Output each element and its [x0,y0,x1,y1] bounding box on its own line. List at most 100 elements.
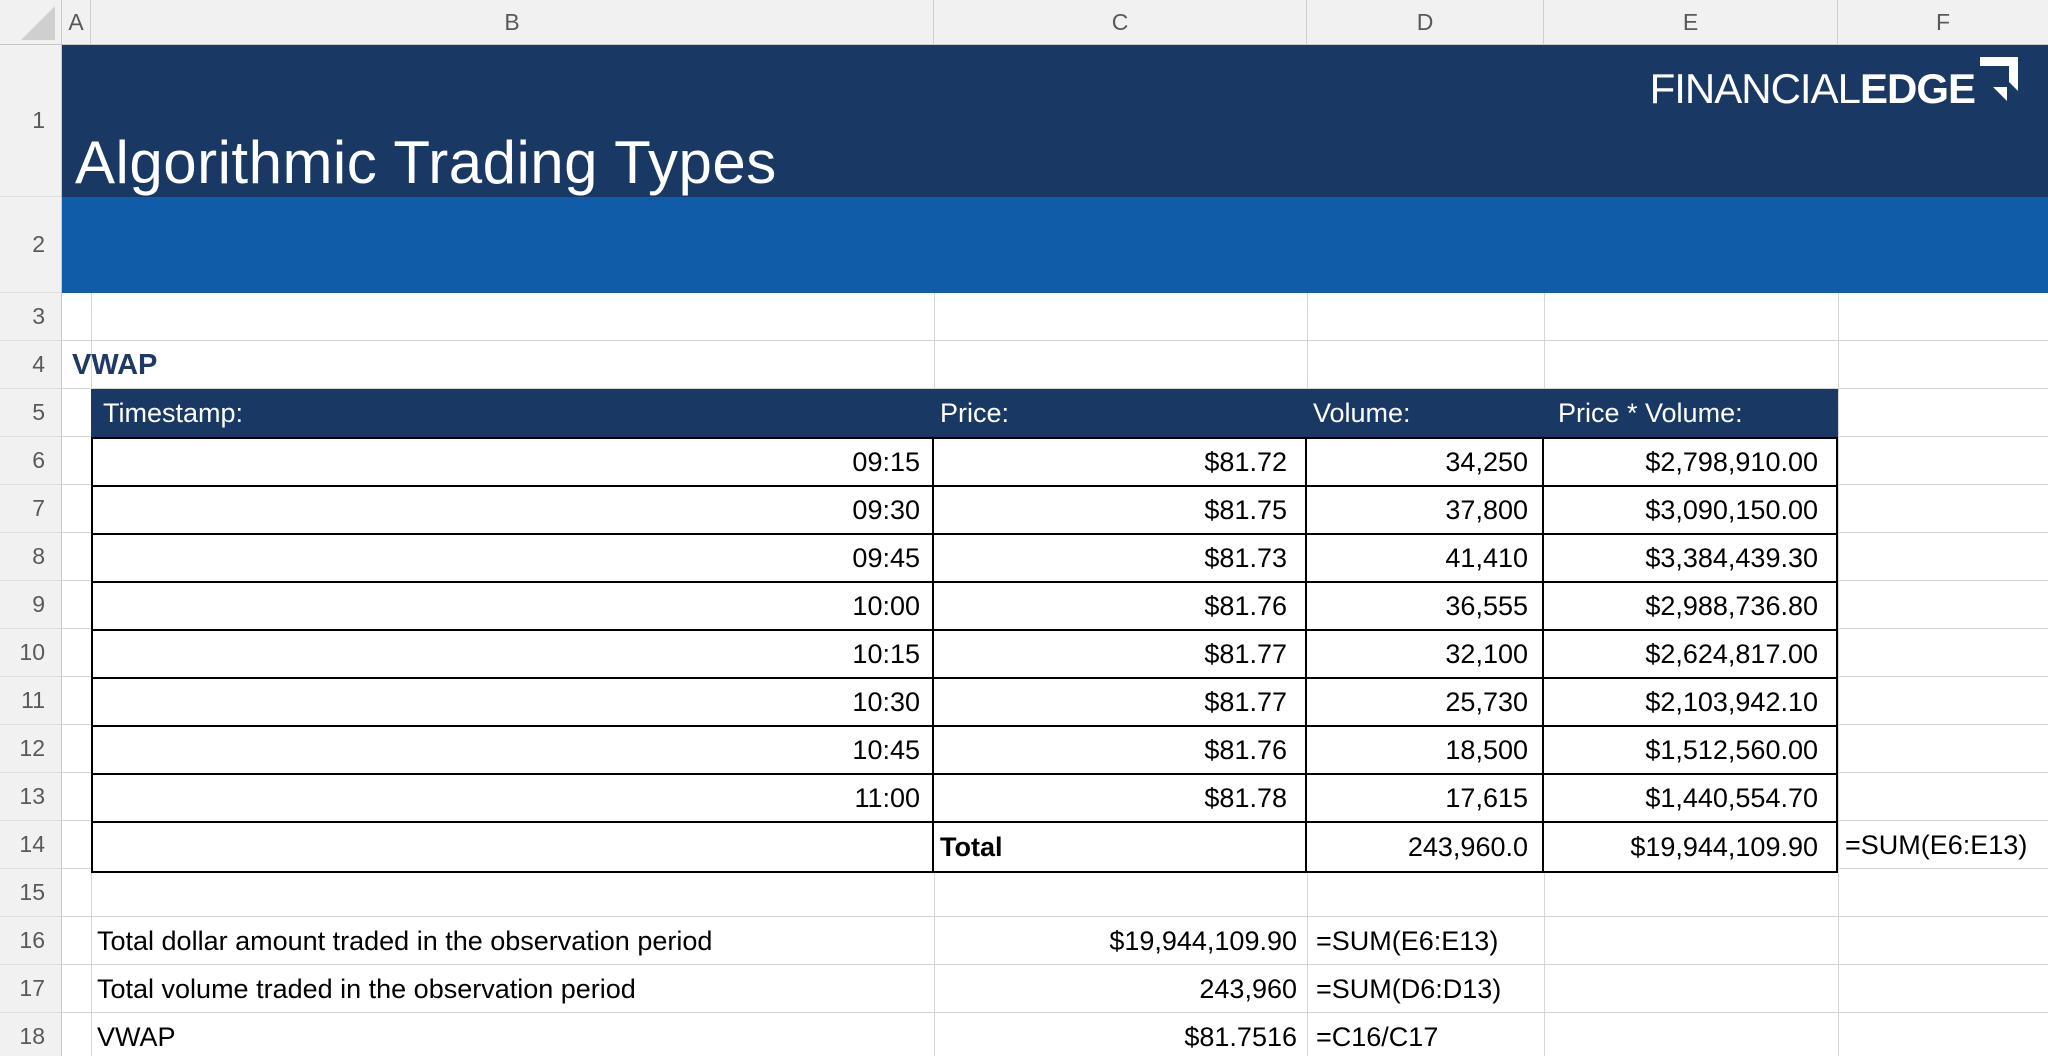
cell-price[interactable]: $81.77 [934,631,1307,677]
cell-price-volume[interactable]: $2,624,817.00 [1544,631,1836,677]
gridline-e-f [1838,293,1839,1056]
cell-price-volume[interactable]: $3,090,150.00 [1544,487,1836,533]
row-header-1[interactable]: 1 [0,45,61,197]
select-all-triangle-icon [21,6,55,40]
row-header-13[interactable]: 13 [0,773,61,821]
column-header-strip: A B C D E F [0,0,2048,45]
column-header-b[interactable]: B [91,0,934,45]
summary-value-total-dollar[interactable]: $19,944,109.90 [934,917,1307,965]
table-row: 09:30 $81.75 37,800 $3,090,150.00 [93,487,1836,535]
column-header-f[interactable]: F [1838,0,2048,45]
row-header-5[interactable]: 5 [0,389,61,437]
cell-price-volume[interactable]: $1,440,554.70 [1544,775,1836,821]
header-volume[interactable]: Volume: [1305,389,1542,437]
cell-price-volume[interactable]: $2,103,942.10 [1544,679,1836,725]
cell-volume[interactable]: 36,555 [1307,583,1544,629]
row-header-7[interactable]: 7 [0,485,61,533]
cell-timestamp[interactable]: 09:15 [93,439,934,485]
cell-price-volume[interactable]: $2,988,736.80 [1544,583,1836,629]
summary-label-total-dollar[interactable]: Total dollar amount traded in the observ… [91,917,934,965]
summary-value-total-volume[interactable]: 243,960 [934,965,1307,1013]
banner-accent-band [62,197,2048,293]
row-header-12[interactable]: 12 [0,725,61,773]
cell-price[interactable]: $81.78 [934,775,1307,821]
table-row: 09:15 $81.72 34,250 $2,798,910.00 [93,439,1836,487]
cell-timestamp[interactable]: 09:45 [93,535,934,581]
financial-edge-logo: FINANCIALEDGE [1650,51,2018,113]
row-header-16[interactable]: 16 [0,917,61,965]
cell-price-volume[interactable]: $2,798,910.00 [1544,439,1836,485]
cell-volume[interactable]: 34,250 [1307,439,1544,485]
table-row: 10:15 $81.77 32,100 $2,624,817.00 [93,631,1836,679]
cell-timestamp[interactable]: 10:00 [93,583,934,629]
vwap-table-header-row: Timestamp: Price: Volume: Price * Volume… [91,389,1838,437]
cell-total-label[interactable]: Total [934,823,1307,871]
row-header-15[interactable]: 15 [0,869,61,917]
header-price-volume[interactable]: Price * Volume: [1542,389,1838,437]
column-header-d[interactable]: D [1307,0,1544,45]
cell-price[interactable]: $81.77 [934,679,1307,725]
cell-volume[interactable]: 17,615 [1307,775,1544,821]
row-header-11[interactable]: 11 [0,677,61,725]
spreadsheet: A B C D E F 1 2 3 4 5 6 7 8 9 10 11 12 1… [0,0,2048,1056]
cell-price[interactable]: $81.76 [934,583,1307,629]
cell-volume[interactable]: 32,100 [1307,631,1544,677]
summary-formula-vwap[interactable]: =C16/C17 [1316,1013,1438,1056]
cell-total-volume[interactable]: 243,960.0 [1307,823,1544,871]
cell-price[interactable]: $81.72 [934,439,1307,485]
cell-timestamp[interactable]: 09:30 [93,487,934,533]
cell-formula-f14[interactable]: =SUM(E6:E13) [1845,821,2027,869]
vwap-table: Timestamp: Price: Volume: Price * Volume… [91,389,1838,873]
cell-timestamp[interactable]: 10:15 [93,631,934,677]
table-row: 09:45 $81.73 41,410 $3,384,439.30 [93,535,1836,583]
table-row: 11:00 $81.78 17,615 $1,440,554.70 [93,775,1836,823]
cell-volume[interactable]: 18,500 [1307,727,1544,773]
row-header-9[interactable]: 9 [0,581,61,629]
vwap-table-body: 09:15 $81.72 34,250 $2,798,910.00 09:30 … [91,437,1838,873]
logo-corner-arrow-icon [1978,57,2018,109]
row-header-2[interactable]: 2 [0,197,61,293]
title-banner[interactable]: Algorithmic Trading Types FINANCIALEDGE [62,45,2048,197]
logo-edge-text: EDGE [1860,65,1975,113]
cell-price[interactable]: $81.75 [934,487,1307,533]
logo-financial-text: FINANCIAL [1650,65,1860,113]
row-header-4[interactable]: 4 [0,341,61,389]
cell-price-volume[interactable]: $3,384,439.30 [1544,535,1836,581]
column-header-a[interactable]: A [62,0,91,45]
header-timestamp[interactable]: Timestamp: [91,389,932,437]
cell-price-volume[interactable]: $1,512,560.00 [1544,727,1836,773]
cell-volume[interactable]: 25,730 [1307,679,1544,725]
row-header-8[interactable]: 8 [0,533,61,581]
column-header-e[interactable]: E [1544,0,1838,45]
row-header-3[interactable]: 3 [0,293,61,341]
section-label-vwap[interactable]: VWAP [72,341,157,389]
cell-timestamp[interactable]: 10:30 [93,679,934,725]
row-header-6[interactable]: 6 [0,437,61,485]
table-row: 10:45 $81.76 18,500 $1,512,560.00 [93,727,1836,775]
row-header-14[interactable]: 14 [0,821,61,869]
summary-formula-total-volume[interactable]: =SUM(D6:D13) [1316,965,1501,1013]
page-title: Algorithmic Trading Types [75,128,777,197]
summary-value-vwap[interactable]: $81.7516 [934,1013,1307,1056]
summary-label-total-volume[interactable]: Total volume traded in the observation p… [91,965,934,1013]
header-price[interactable]: Price: [932,389,1305,437]
cell-price[interactable]: $81.76 [934,727,1307,773]
cell-price[interactable]: $81.73 [934,535,1307,581]
table-row: 10:00 $81.76 36,555 $2,988,736.80 [93,583,1836,631]
row-header-18[interactable]: 18 [0,1013,61,1056]
total-row: Total 243,960.0 $19,944,109.90 [93,823,1836,871]
cell-timestamp[interactable]: 10:45 [93,727,934,773]
cell-timestamp[interactable]: 11:00 [93,775,934,821]
row-header-gutter: 1 2 3 4 5 6 7 8 9 10 11 12 13 14 15 16 1… [0,45,62,1056]
cell-total-price-volume[interactable]: $19,944,109.90 [1544,823,1836,871]
summary-label-vwap[interactable]: VWAP [91,1013,934,1056]
summary-formula-total-dollar[interactable]: =SUM(E6:E13) [1316,917,1498,965]
row-header-10[interactable]: 10 [0,629,61,677]
cell-volume[interactable]: 41,410 [1307,535,1544,581]
column-header-c[interactable]: C [934,0,1307,45]
cell-empty[interactable] [93,823,934,871]
cell-volume[interactable]: 37,800 [1307,487,1544,533]
row-header-17[interactable]: 17 [0,965,61,1013]
select-all-corner[interactable] [0,0,62,45]
table-row: 10:30 $81.77 25,730 $2,103,942.10 [93,679,1836,727]
